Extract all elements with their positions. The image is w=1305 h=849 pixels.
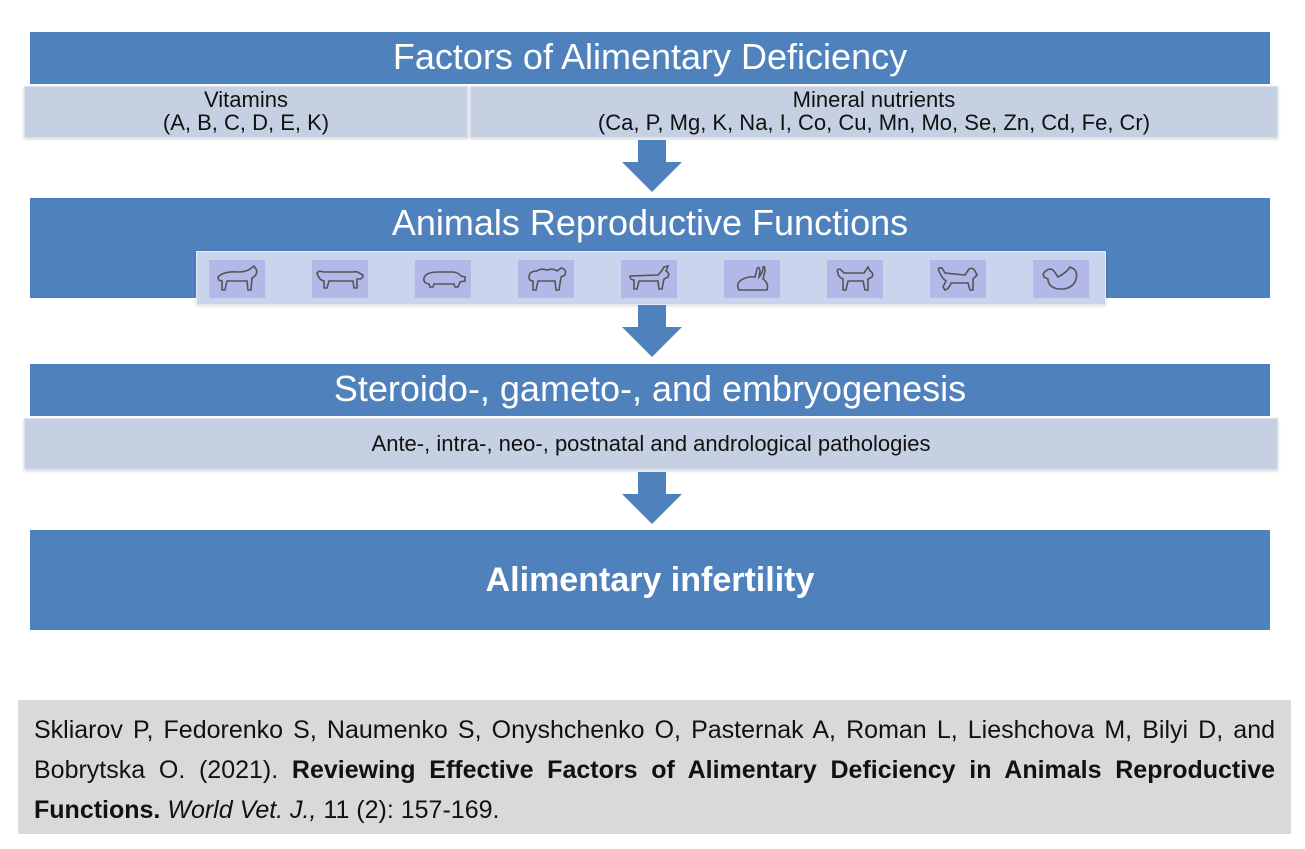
goat-icon [621,260,677,298]
minerals-box: Mineral nutrients (Ca, P, Mg, K, Na, I, … [470,86,1278,138]
minerals-list: (Ca, P, Mg, K, Na, I, Co, Cu, Mn, Mo, Se… [597,110,1151,135]
factors-band: Factors of Alimentary Deficiency [30,32,1270,84]
sheep-icon [518,260,574,298]
dog-icon [930,260,986,298]
citation-box: Skliarov P, Fedorenko S, Naumenko S, Ony… [18,700,1291,834]
reproductive-title: Animals Reproductive Functions [391,202,909,243]
vitamins-box: Vitamins (A, B, C, D, E, K) [24,86,468,138]
pathologies-box: Ante-, intra-, neo-, postnatal and andro… [24,418,1278,470]
infertility-title: Alimentary infertility [485,561,815,599]
animal-strip [196,251,1106,305]
factors-title: Factors of Alimentary Deficiency [392,36,908,77]
infertility-band: Alimentary infertility [30,530,1270,630]
rabbit-icon [724,260,780,298]
cattle-icon [209,260,265,298]
citation-volume: 11 (2): 157-169. [323,796,500,824]
citation-journal: World Vet. J., [167,796,317,824]
cat-icon [827,260,883,298]
minerals-title: Mineral nutrients [792,87,956,112]
pig-icon [415,260,471,298]
chicken-icon [1033,260,1089,298]
down-arrow-1 [622,140,682,192]
down-arrow-3 [622,472,682,524]
down-arrow-2 [622,305,682,357]
vitamins-list: (A, B, C, D, E, K) [162,110,330,135]
steroido-band: Steroido-, gameto-, and embryogenesis [30,364,1270,416]
pathologies-text: Ante-, intra-, neo-, postnatal and andro… [371,431,931,456]
cow-icon [312,260,368,298]
steroido-title: Steroido-, gameto-, and embryogenesis [333,368,967,409]
citation-title: Reviewing Effective Factors of Alimentar… [34,756,1275,824]
citation-authors: Skliarov P, Fedorenko S, Naumenko S, Ony… [34,716,1275,784]
vitamins-title: Vitamins [204,87,288,112]
